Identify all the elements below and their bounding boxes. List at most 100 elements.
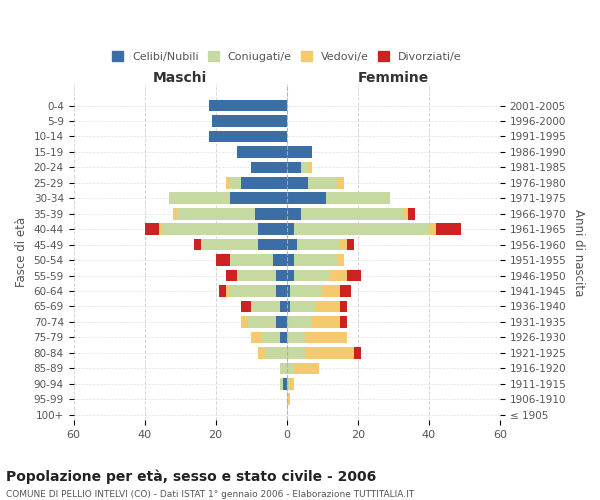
Bar <box>354 347 361 358</box>
Text: Popolazione per età, sesso e stato civile - 2006: Popolazione per età, sesso e stato civil… <box>6 470 376 484</box>
Bar <box>226 285 230 297</box>
Bar <box>290 378 294 390</box>
Bar <box>241 316 248 328</box>
Bar <box>340 316 347 328</box>
Bar <box>290 300 315 312</box>
Text: Maschi: Maschi <box>153 72 207 86</box>
Bar <box>145 224 159 235</box>
Bar <box>311 316 340 328</box>
Bar <box>347 239 354 250</box>
Bar <box>294 362 319 374</box>
Bar <box>226 177 230 188</box>
Bar <box>255 208 287 220</box>
Bar <box>209 100 287 112</box>
Bar <box>287 270 294 281</box>
Bar <box>436 224 461 235</box>
Bar <box>251 300 280 312</box>
Bar <box>265 347 287 358</box>
Bar <box>241 300 251 312</box>
Bar <box>230 192 287 204</box>
Bar <box>230 254 272 266</box>
Bar <box>159 224 163 235</box>
Bar <box>287 378 290 390</box>
Bar <box>237 270 276 281</box>
Bar <box>308 177 337 188</box>
Bar <box>305 332 347 343</box>
Bar <box>287 316 311 328</box>
Text: Femmine: Femmine <box>358 72 429 86</box>
Bar <box>287 162 301 173</box>
Bar <box>294 224 429 235</box>
Bar <box>262 332 280 343</box>
Bar <box>308 162 311 173</box>
Bar <box>283 378 287 390</box>
Bar <box>340 239 347 250</box>
Bar <box>251 162 287 173</box>
Bar <box>248 316 276 328</box>
Bar <box>315 300 340 312</box>
Bar <box>287 300 290 312</box>
Bar <box>340 285 351 297</box>
Bar <box>287 332 305 343</box>
Bar <box>280 378 283 390</box>
Text: COMUNE DI PELLIO INTELVI (CO) - Dati ISTAT 1° gennaio 2006 - Elaborazione TUTTIT: COMUNE DI PELLIO INTELVI (CO) - Dati IST… <box>6 490 414 499</box>
Bar <box>276 316 287 328</box>
Bar <box>322 285 340 297</box>
Bar <box>404 208 407 220</box>
Bar <box>202 239 259 250</box>
Bar <box>237 146 287 158</box>
Bar <box>241 177 287 188</box>
Bar <box>329 270 347 281</box>
Bar <box>287 239 298 250</box>
Bar <box>272 254 287 266</box>
Bar <box>347 270 361 281</box>
Bar <box>294 270 329 281</box>
Bar <box>287 394 290 405</box>
Bar <box>301 208 404 220</box>
Bar <box>294 254 337 266</box>
Bar <box>226 270 237 281</box>
Bar <box>287 224 294 235</box>
Bar <box>259 347 265 358</box>
Bar <box>280 300 287 312</box>
Bar <box>194 239 202 250</box>
Legend: Celibi/Nubili, Coniugati/e, Vedovi/e, Divorziati/e: Celibi/Nubili, Coniugati/e, Vedovi/e, Di… <box>108 46 466 66</box>
Bar <box>326 192 390 204</box>
Bar <box>305 347 354 358</box>
Bar <box>163 224 259 235</box>
Bar <box>287 177 308 188</box>
Bar <box>251 332 262 343</box>
Bar <box>219 285 226 297</box>
Bar <box>209 130 287 142</box>
Bar <box>287 146 311 158</box>
Bar <box>212 115 287 127</box>
Bar <box>280 362 287 374</box>
Bar <box>176 208 255 220</box>
Bar <box>259 224 287 235</box>
Bar <box>337 177 344 188</box>
Bar <box>287 347 305 358</box>
Bar <box>169 192 230 204</box>
Bar <box>301 162 308 173</box>
Y-axis label: Anni di nascita: Anni di nascita <box>572 208 585 296</box>
Bar <box>287 208 301 220</box>
Bar <box>298 239 340 250</box>
Bar <box>340 300 347 312</box>
Bar <box>287 254 294 266</box>
Bar <box>173 208 176 220</box>
Bar <box>230 177 241 188</box>
Bar <box>276 270 287 281</box>
Bar <box>280 332 287 343</box>
Bar <box>337 254 344 266</box>
Bar <box>290 285 322 297</box>
Bar <box>407 208 415 220</box>
Bar <box>230 285 276 297</box>
Bar <box>276 285 287 297</box>
Bar <box>429 224 436 235</box>
Y-axis label: Fasce di età: Fasce di età <box>15 218 28 288</box>
Bar <box>287 362 294 374</box>
Bar <box>287 285 290 297</box>
Bar <box>215 254 230 266</box>
Bar <box>259 239 287 250</box>
Bar <box>287 192 326 204</box>
